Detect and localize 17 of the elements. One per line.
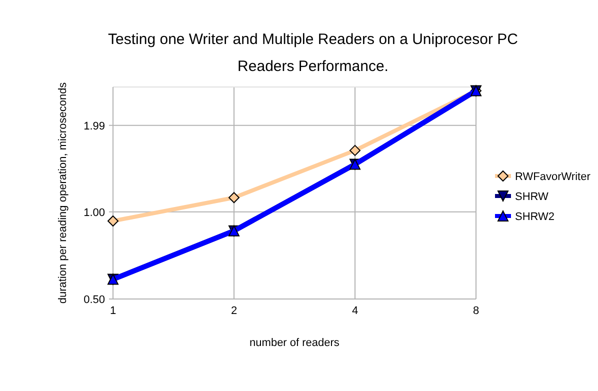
x-tick-label: 8	[472, 305, 480, 317]
x-tick-label: 4	[352, 305, 358, 317]
y-tick-label: 1.99	[84, 120, 105, 132]
y-tick-label: 1.00	[84, 206, 105, 219]
x-axis-title: number of readers	[250, 337, 340, 349]
point	[350, 144, 360, 156]
y-axis-title: duration per reading operation, microseconds	[57, 82, 69, 304]
legend-label: RWFavorWriter	[515, 171, 591, 183]
x-tick-label: 1	[110, 305, 116, 317]
legend-label: SHRW	[515, 191, 550, 203]
chart-subtitle: Readers Performance.	[238, 58, 388, 75]
chart-title: Testing one Writer and Multiple Readers on a Uniprocesor PC	[108, 31, 518, 48]
x-tick-label: 2	[230, 305, 238, 317]
point	[108, 215, 118, 226]
legend-label: SHRW2	[515, 211, 555, 223]
y-tick-label: 0.50	[84, 294, 105, 306]
point	[228, 192, 240, 204]
